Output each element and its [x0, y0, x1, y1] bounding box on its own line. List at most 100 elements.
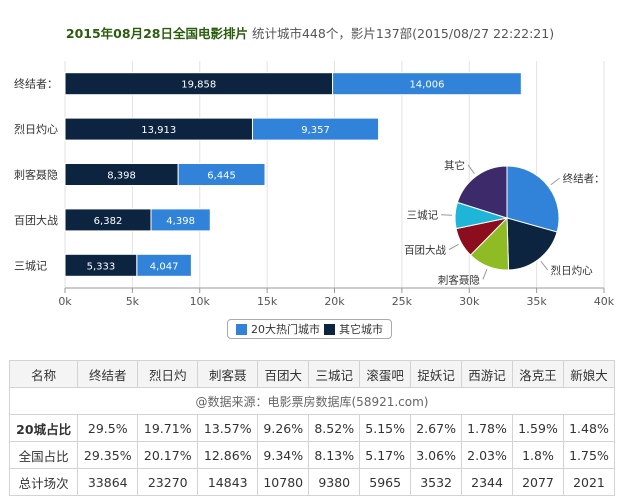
table-header-cell: 刺客聂 [197, 360, 259, 388]
bar-series: 终结者： 19,858 14,006 烈日灼心 13,913 9,357 刺客聂隐 8,398… [14, 72, 522, 277]
category-label: 烈日灼心 [14, 122, 58, 136]
table-cell: 1.48% [562, 414, 616, 442]
x-tick-label: 25k [392, 295, 413, 308]
pie-leader-line [550, 177, 560, 186]
legend-item-top20[interactable]: 20大热门城市 [236, 321, 320, 337]
table-cell: 5965 [359, 468, 412, 496]
pie-slice [506, 165, 560, 233]
bar-segment [150, 208, 211, 232]
pie-slice [456, 165, 508, 219]
table-cell: 14843 [197, 468, 259, 496]
row-label: 20城占比 [8, 414, 79, 442]
table-cell: 9380 [308, 468, 361, 496]
table-cell: 1.75% [562, 441, 616, 469]
x-tick-label: 10k [190, 295, 211, 308]
table-header-cell: 终结者 [77, 360, 139, 388]
x-tick-label: 35k [526, 295, 547, 308]
table-cell: 5.17% [359, 441, 412, 469]
pie-leader-line [448, 243, 459, 251]
table-row: 全国占比 29.35% 20.17% 12.86% 9.34% 8.13% 5.… [8, 441, 616, 469]
pie-slice [506, 217, 558, 271]
table-cell: 10780 [257, 468, 310, 496]
box-office-table: 名称 终结者 烈日灼 刺客聂 百团大 三城记 滚蛋吧 捉妖记 西游记 洛克王 新… [8, 360, 616, 496]
pie-label: 其它 [444, 159, 465, 172]
table-cell: 33864 [77, 468, 139, 496]
table-cell: 19.71% [137, 414, 199, 442]
table-cell: 29.5% [77, 414, 139, 442]
x-tick-label: 15k [257, 295, 278, 308]
row-label: 总计场次 [8, 468, 79, 496]
chart-title: 2015年08月28日全国电影排片 统计城市448个，影片137部(2015/0… [0, 23, 620, 42]
table-cell: 2021 [562, 468, 616, 496]
legend: 20大热门城市 其它城市 [227, 319, 392, 339]
table-cell: 2077 [512, 468, 564, 496]
table-cell: 2.03% [461, 441, 513, 469]
table-row: 总计场次 33864 23270 14843 10780 9380 5965 3… [8, 468, 616, 496]
bar-data-label: 14,006 [409, 80, 444, 91]
table-header-cell: 新娘大 [562, 360, 616, 388]
bar-segment [251, 117, 380, 141]
table-header-cell: 西游记 [461, 360, 513, 388]
table-cell: 23270 [137, 468, 199, 496]
legend-label-top20: 20大热门城市 [251, 323, 320, 336]
category-label: 百团大战 [14, 213, 58, 227]
table-cell: 3.06% [410, 441, 463, 469]
legend-swatch-other [324, 323, 335, 335]
pie-leader-line [540, 261, 549, 271]
table-cell: 8.13% [308, 441, 361, 469]
table-cell: 1.78% [461, 414, 513, 442]
table-cell: 13.57% [197, 414, 259, 442]
table-cell: 20.17% [137, 441, 199, 469]
bar-data-label: 13,913 [141, 125, 176, 136]
bar-data-label: 9,357 [301, 125, 330, 136]
bar-segment [177, 163, 266, 186]
bar-data-label: 6,445 [207, 171, 236, 182]
pie-leader-line [441, 214, 453, 216]
x-tick-label: 20k [324, 295, 345, 308]
table-header-cell: 百团大 [257, 360, 310, 388]
table-cell: 1.59% [512, 414, 564, 442]
pie-leader-line [467, 164, 475, 174]
legend-label-other: 其它城市 [339, 323, 383, 336]
table-cell: 2344 [461, 468, 513, 496]
category-label: 终结者： [14, 77, 58, 91]
table-cell: 8.52% [308, 414, 361, 442]
pie-label: 三城记 [407, 210, 439, 222]
bar-data-label: 19,858 [181, 80, 216, 91]
bar-data-label: 6,382 [94, 216, 123, 227]
title-date: 2015年08月28日全国电影排片 [65, 26, 248, 41]
table-header-cell: 烈日灼 [137, 360, 199, 388]
bar-pie-chart: 终结者： 19,858 14,006 烈日灼心 13,913 9,357 刺客聂隐 8,398… [14, 61, 615, 308]
row-label: 全国占比 [8, 441, 79, 469]
category-label: 刺客聂隐 [14, 168, 58, 182]
bar-segment [136, 253, 192, 277]
table-header-row: 名称 终结者 烈日灼 刺客聂 百团大 三城记 滚蛋吧 捉妖记 西游记 洛克王 新… [8, 360, 616, 388]
x-tick-label: 0k [58, 295, 72, 308]
table-cell: 2.67% [410, 414, 463, 442]
data-source-note: @数据来源：电影票房数据库(58921.com) [9, 387, 615, 415]
table-header-cell: 滚蛋吧 [359, 360, 412, 388]
table-header-cell: 洛克王 [512, 360, 564, 388]
pie-label: 烈日灼心 [551, 264, 593, 277]
x-tick-label: 5k [126, 295, 140, 308]
bar-data-label: 8,398 [107, 171, 136, 182]
x-axis: 0k 5k 10k 15k 20k 25k 30k 35k 40k [58, 287, 615, 308]
table-header-cell: 三城记 [308, 360, 361, 388]
bar-data-label: 4,047 [150, 261, 179, 272]
legend-swatch-top20 [236, 323, 247, 335]
table-cell: 12.86% [197, 441, 259, 469]
table-cell: 5.15% [359, 414, 412, 442]
table-row: 20城占比 29.5% 19.71% 13.57% 9.26% 8.52% 5.… [8, 414, 616, 442]
bar-data-label: 4,398 [166, 216, 195, 227]
title-stats: 统计城市448个，影片137部(2015/08/27 22:22:21) [247, 26, 555, 41]
x-tick-label: 30k [459, 295, 480, 308]
pie-label: 刺客聂隐 [438, 273, 480, 286]
pie-leader-line [482, 269, 488, 280]
table-source-row: @数据来源：电影票房数据库(58921.com) [9, 387, 615, 415]
legend-item-other[interactable]: 其它城市 [324, 321, 383, 337]
pie-label: 终结者： [563, 172, 605, 185]
category-label: 三城记 [14, 259, 47, 272]
pie-label: 百团大战 [404, 244, 446, 257]
table-header-cell: 捉妖记 [410, 360, 463, 388]
